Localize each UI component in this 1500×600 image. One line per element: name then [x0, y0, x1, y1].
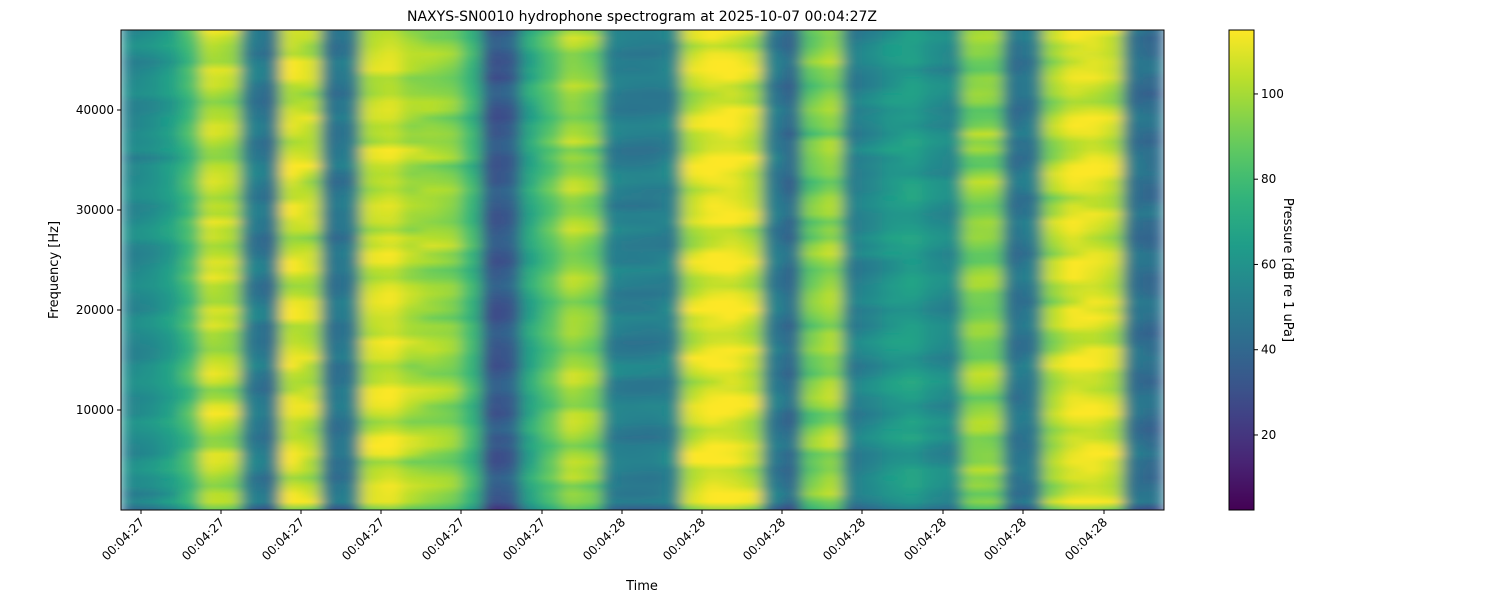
x-tick-label: 00:04:27: [259, 515, 307, 563]
y-tick-label: 30000: [76, 203, 114, 217]
heatmap-column: [721, 30, 744, 510]
heatmap-column: [822, 30, 845, 510]
heatmap-column: [400, 30, 423, 510]
colorbar-tick-label: 60: [1261, 257, 1276, 271]
heatmap-column: [681, 30, 704, 510]
heatmap-column: [641, 30, 664, 510]
heatmap-column: [420, 30, 443, 510]
x-tick-label: 00:04:28: [981, 515, 1029, 563]
heatmap-column: [1062, 30, 1085, 510]
colorbar-tick-label: 100: [1261, 87, 1284, 101]
heatmap-column: [701, 30, 724, 510]
x-axis-label: Time: [625, 579, 658, 594]
heatmap-column: [521, 30, 544, 510]
heatmap-column: [902, 30, 925, 510]
heatmap-column: [340, 30, 363, 510]
heatmap-column: [360, 30, 383, 510]
x-axis: 00:04:27 00:04:27 00:04:27 00:04:27 00:04:27…: [99, 510, 1110, 563]
heatmap-column: [1082, 30, 1105, 510]
heatmap-column: [200, 30, 223, 510]
heatmap-column: [260, 30, 283, 510]
heatmap-column: [962, 30, 985, 510]
heatmap-column: [621, 30, 644, 510]
heatmap-column: [160, 30, 183, 510]
x-tick-label: 00:04:28: [660, 515, 708, 563]
heatmap-column: [1002, 30, 1025, 510]
heatmap-column: [581, 30, 604, 510]
x-tick-label: 00:04:28: [580, 515, 628, 563]
colorbar: [1228, 29, 1255, 511]
x-tick-label: 00:04:27: [339, 515, 387, 563]
heatmap-column: [320, 30, 343, 510]
heatmap-column: [1122, 30, 1145, 510]
x-tick-label: 00:04:28: [901, 515, 949, 563]
heatmap-column: [922, 30, 945, 510]
x-tick-label: 00:04:27: [419, 515, 467, 563]
heatmap-column: [862, 30, 885, 510]
y-axis-label: Frequency [Hz]: [47, 221, 62, 319]
heatmap-column: [982, 30, 1005, 510]
heatmap-column: [882, 30, 905, 510]
heatmap-column: [801, 30, 825, 510]
y-tick-label: 40000: [76, 103, 114, 117]
colorbar-tick-label: 80: [1261, 172, 1276, 186]
heatmap-column: [761, 30, 784, 510]
x-tick-label: 00:04:28: [820, 515, 868, 563]
x-tick-label: 00:04:27: [500, 515, 548, 563]
chart-title: NAXYS-SN0010 hydrophone spectrogram at 2…: [407, 9, 877, 25]
heatmap-column: [942, 30, 965, 510]
heatmap-column: [220, 30, 243, 510]
heatmap-column: [661, 30, 684, 510]
heatmap-column: [601, 30, 624, 510]
heatmap-column: [440, 30, 463, 510]
colorbar-tick-label: 20: [1261, 428, 1276, 442]
x-tick-label: 00:04:28: [1062, 515, 1110, 563]
colorbar-label: Pressure [dB re 1 uPa]: [1280, 198, 1295, 342]
y-tick-label: 10000: [76, 403, 114, 417]
heatmap-column: [741, 30, 764, 510]
x-tick-label: 00:04:28: [740, 515, 788, 563]
heatmap-column: [541, 30, 564, 510]
heatmap-column: [460, 30, 484, 510]
x-tick-label: 00:04:27: [179, 515, 227, 563]
heatmap-column: [300, 30, 323, 510]
plot-frame: [120, 29, 1165, 511]
heatmap-column: [481, 30, 504, 510]
heatmap-column: [561, 30, 584, 510]
heatmap: [121, 30, 1164, 510]
heatmap-column: [140, 30, 163, 510]
heatmap-column: [1022, 30, 1045, 510]
heatmap-column: [1042, 30, 1065, 510]
heatmap-column: [1102, 30, 1125, 510]
heatmap-column: [121, 30, 143, 510]
heatmap-column: [842, 30, 865, 510]
heatmap-column: [280, 30, 303, 510]
heatmap-column: [180, 30, 203, 510]
colorbar-axis: 20 40 60 80 100: [1254, 87, 1284, 442]
x-tick-label: 00:04:27: [99, 515, 147, 563]
colorbar-tick-label: 40: [1261, 343, 1276, 357]
y-axis: 10000 20000 30000 40000: [76, 103, 121, 417]
heatmap-column: [781, 30, 804, 510]
heatmap-column: [380, 30, 403, 510]
heatmap-column: [501, 30, 524, 510]
heatmap-column: [240, 30, 263, 510]
y-tick-label: 20000: [76, 303, 114, 317]
heatmap-column: [1142, 30, 1164, 510]
